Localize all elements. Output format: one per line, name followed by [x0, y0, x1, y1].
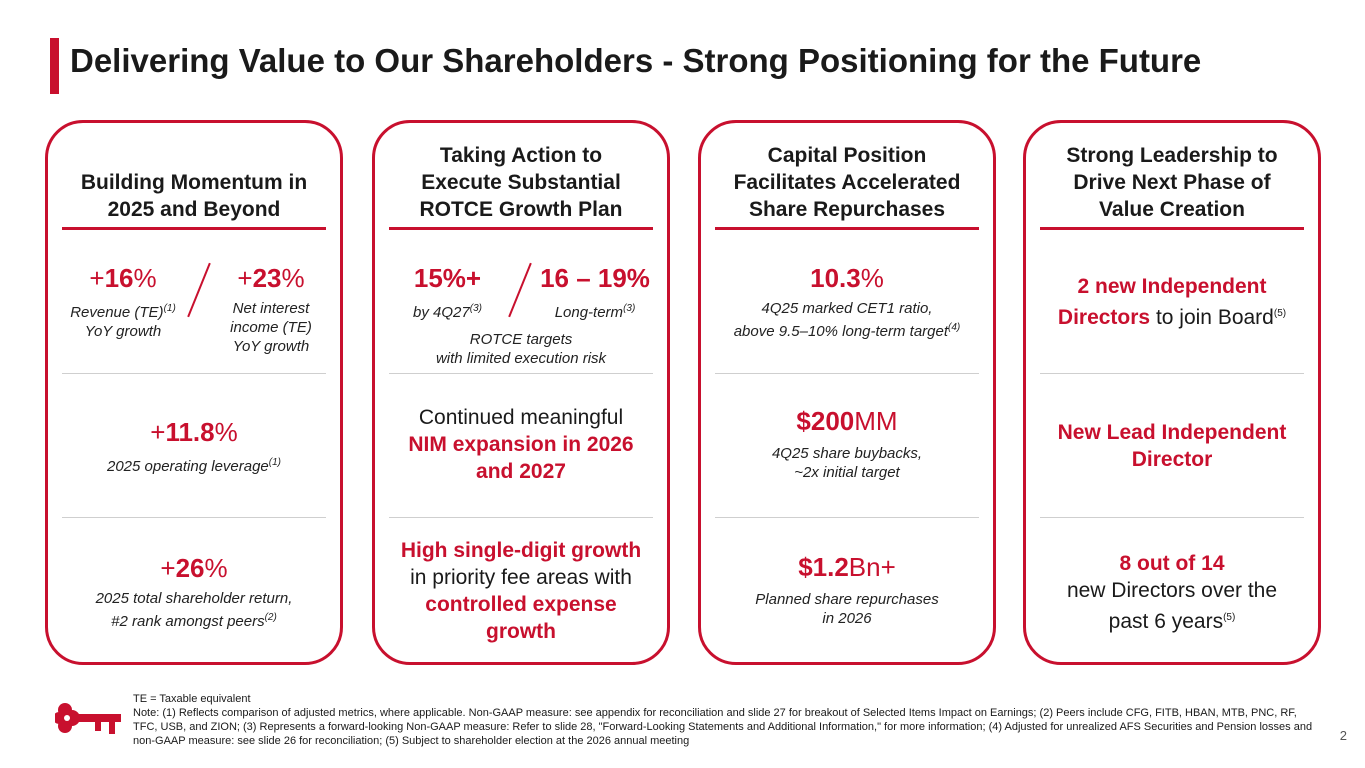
card-capital-position: Capital Position Facilitates Accelerated… [698, 120, 996, 665]
revenue-growth-stat: +16% Revenue (TE)(1) YoY growth [70, 263, 176, 340]
rotce-long-term-target: 16 – 19% Long-term(3) [540, 263, 650, 321]
fee-growth-text: High single-digit growth in priority fee… [400, 539, 642, 643]
operating-leverage-stat: +11.8% 2025 operating leverage(1) [106, 417, 282, 475]
separator [715, 517, 979, 518]
key-logo-icon [55, 703, 121, 734]
title-accent-bar [50, 38, 59, 94]
shareholder-return-stat: +26% 2025 total shareholder return, #2 ra… [95, 553, 293, 630]
board-refresh-text: 8 out of 14 new Directors over the past … [1066, 552, 1278, 633]
card-heading: Strong Leadership to Drive Next Phase of… [1066, 144, 1278, 221]
nim-expansion-text: Continued meaningful NIM expansion in 20… [408, 406, 634, 483]
separator [389, 373, 653, 374]
nii-growth-stat: +23% Net interest income (TE) YoY growth [230, 263, 312, 355]
card-building-momentum: Building Momentum in 2025 and Beyond +16… [45, 120, 343, 665]
cet1-ratio-stat: 10.3% 4Q25 marked CET1 ratio, above 9.5–1… [733, 263, 961, 340]
lead-director-text: New Lead Independent Director [1057, 421, 1287, 471]
rotce-4q27-target: 15%+ by 4Q27(3) [413, 263, 482, 321]
page-number: 2 [1339, 728, 1347, 743]
footnotes: TE = Taxable equivalent Note: (1) Reflec… [133, 693, 1313, 747]
separator [715, 373, 979, 374]
card-strong-leadership: Strong Leadership to Drive Next Phase of… [1023, 120, 1321, 665]
card-heading: Capital Position Facilitates Accelerated… [733, 144, 961, 221]
rotce-targets-caption: ROTCE targets with limited execution risk [435, 331, 607, 367]
separator [389, 517, 653, 518]
heading-rule [1040, 227, 1304, 230]
page-title: Delivering Value to Our Shareholders - S… [70, 42, 1202, 79]
card-rotce-growth: Taking Action to Execute Substantial ROT… [372, 120, 670, 665]
separator [1040, 373, 1304, 374]
planned-repurchases-stat: $1.2Bn+ Planned share repurchases in 2026 [755, 552, 939, 627]
buybacks-stat: $200MM 4Q25 share buybacks, ~2x initial t… [771, 406, 923, 481]
card-heading: Building Momentum in 2025 and Beyond [80, 171, 308, 221]
separator [62, 517, 326, 518]
heading-rule [62, 227, 326, 230]
card-heading: Taking Action to Execute Substantial ROT… [419, 144, 623, 221]
separator [1040, 517, 1304, 518]
heading-rule [715, 227, 979, 230]
heading-rule [389, 227, 653, 230]
separator [62, 373, 326, 374]
new-directors-text: 2 new Independent Directors to join Boar… [1057, 275, 1287, 329]
